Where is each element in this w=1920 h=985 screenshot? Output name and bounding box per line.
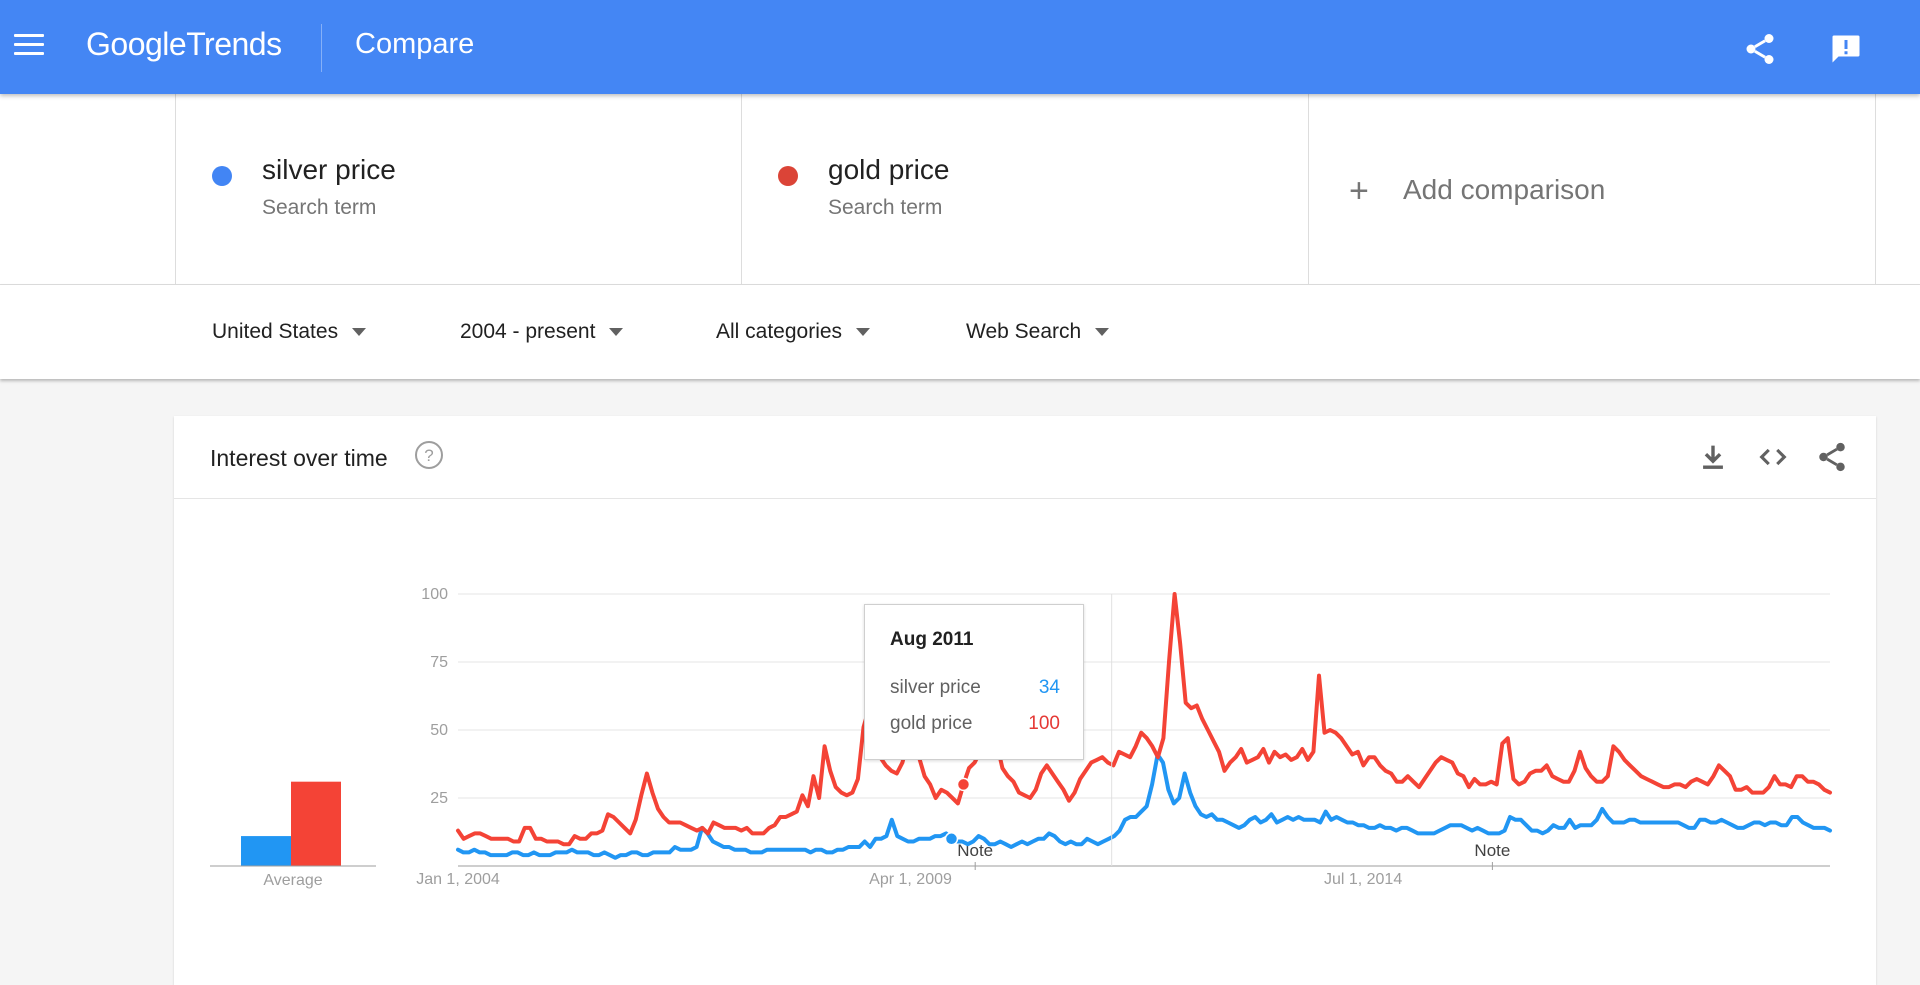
share-icon[interactable] bbox=[1742, 31, 1778, 67]
series-color-dot bbox=[212, 166, 232, 186]
x-tick-label: Apr 1, 2009 bbox=[869, 871, 952, 888]
average-bar bbox=[241, 836, 291, 866]
interest-over-time-panel: Interest over time ? 25 50 75 100 Jan 1, 200… bbox=[174, 416, 1876, 985]
tooltip-label: silver price bbox=[890, 677, 981, 698]
average-bar bbox=[291, 781, 341, 866]
average-bar-chart: Average bbox=[210, 781, 376, 889]
feedback-icon[interactable] bbox=[1828, 31, 1864, 67]
interest-over-time-chart[interactable]: 25 50 75 100 Jan 1, 2004 Apr 1, 2009 Jul 1, 20… bbox=[174, 416, 1876, 985]
help-icon[interactable]: ? bbox=[414, 440, 444, 470]
chart-lines bbox=[456, 592, 1832, 860]
embed-icon[interactable] bbox=[1756, 440, 1790, 474]
caret-down-icon bbox=[856, 328, 871, 337]
tooltip-label: gold price bbox=[890, 713, 973, 734]
google-trends-logo[interactable]: GoogleTrends bbox=[86, 26, 282, 63]
y-tick-label: 75 bbox=[430, 654, 448, 671]
top-app-bar: GoogleTrends Compare bbox=[0, 0, 1920, 94]
x-tick-label: Jan 1, 2004 bbox=[416, 871, 500, 888]
tooltip-row-gold: gold price 100 bbox=[890, 713, 1060, 735]
term-name[interactable]: silver price bbox=[262, 154, 396, 185]
chart-grid: 25 50 75 100 Jan 1, 2004 Apr 1, 2009 Jul 1, 20… bbox=[416, 586, 1830, 888]
y-tick-label: 50 bbox=[430, 722, 448, 739]
page-title: Compare bbox=[355, 28, 475, 60]
filter-bar: United States 2004 - present All categor… bbox=[0, 285, 1920, 379]
tooltip-value: 100 bbox=[1028, 713, 1060, 734]
header-divider bbox=[321, 24, 322, 72]
hover-point bbox=[956, 777, 971, 792]
search-type-value: Web Search bbox=[966, 320, 1082, 343]
chart-markers bbox=[944, 594, 1113, 866]
term-subtitle: Search term bbox=[262, 196, 377, 219]
panel-title: Interest over time bbox=[210, 445, 388, 471]
category-dropdown[interactable]: All categories bbox=[716, 320, 871, 344]
tooltip-value: 34 bbox=[1038, 677, 1060, 698]
term-card-gold-price[interactable]: gold price Search term bbox=[741, 94, 1308, 284]
note-label: Note bbox=[1474, 841, 1510, 860]
category-value: All categories bbox=[716, 320, 843, 343]
time-range-value: 2004 - present bbox=[460, 320, 596, 343]
caret-down-icon bbox=[1095, 328, 1110, 337]
term-subtitle: Search term bbox=[828, 196, 943, 219]
search-type-dropdown[interactable]: Web Search bbox=[966, 320, 1110, 344]
time-range-dropdown[interactable]: 2004 - present bbox=[460, 320, 624, 344]
note-label: Note bbox=[957, 841, 993, 860]
download-icon[interactable] bbox=[1696, 440, 1730, 474]
hover-point bbox=[944, 832, 959, 846]
series-line-gold-price bbox=[456, 592, 1832, 847]
term-name[interactable]: gold price bbox=[828, 154, 950, 185]
tooltip-row-silver: silver price 34 bbox=[890, 677, 1060, 699]
caret-down-icon bbox=[352, 328, 367, 337]
chart-tooltip: Aug 2011 silver price 34 gold price 100 bbox=[864, 604, 1084, 760]
caret-down-icon bbox=[609, 328, 624, 337]
share-icon[interactable] bbox=[1815, 440, 1849, 474]
average-label: Average bbox=[263, 872, 322, 889]
card-divider bbox=[1875, 94, 1876, 284]
svg-text:?: ? bbox=[424, 446, 433, 465]
x-tick-label: Jul 1, 2014 bbox=[1324, 871, 1402, 888]
term-card-silver-price[interactable]: silver price Search term bbox=[175, 94, 742, 284]
panel-header: Interest over time ? bbox=[174, 416, 1876, 499]
series-line-silver-price bbox=[456, 752, 1832, 860]
menu-icon[interactable] bbox=[14, 34, 44, 60]
logo-google: Google bbox=[86, 26, 187, 62]
y-tick-label: 100 bbox=[421, 586, 448, 603]
series-color-dot bbox=[778, 166, 798, 186]
add-comparison-label: Add comparison bbox=[1403, 174, 1606, 205]
y-tick-label: 25 bbox=[430, 790, 448, 807]
logo-trends: Trends bbox=[186, 26, 282, 62]
tooltip-date: Aug 2011 bbox=[890, 629, 974, 650]
plus-icon: + bbox=[1349, 172, 1369, 210]
search-terms-row: silver price Search term gold price Sear… bbox=[0, 94, 1920, 285]
region-value: United States bbox=[212, 320, 339, 343]
add-comparison-button[interactable]: + Add comparison bbox=[1308, 94, 1875, 284]
region-dropdown[interactable]: United States bbox=[212, 320, 367, 344]
